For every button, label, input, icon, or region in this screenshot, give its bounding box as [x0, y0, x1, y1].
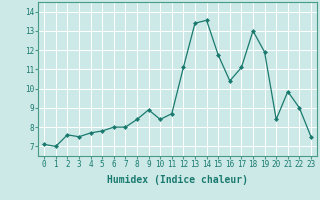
X-axis label: Humidex (Indice chaleur): Humidex (Indice chaleur) — [107, 175, 248, 185]
